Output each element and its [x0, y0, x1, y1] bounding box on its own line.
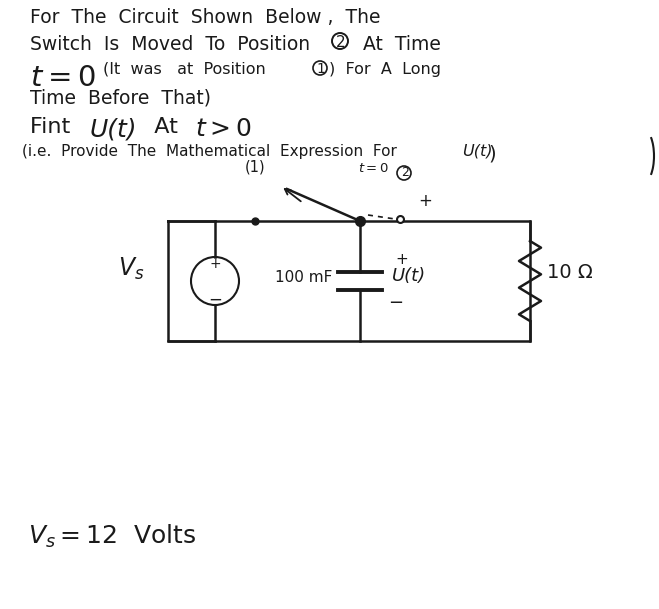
- Text: U(t): U(t): [90, 117, 138, 141]
- Text: $t > 0$: $t > 0$: [195, 117, 252, 141]
- Text: (i.e.  Provide  The  Mathematical  Expression  For: (i.e. Provide The Mathematical Expressio…: [22, 144, 397, 159]
- Text: At: At: [140, 117, 192, 137]
- Text: 2: 2: [336, 35, 345, 50]
- Text: ): ): [488, 144, 496, 163]
- Text: )  For  A  Long: ) For A Long: [329, 62, 441, 77]
- Text: U(t): U(t): [462, 144, 492, 159]
- Text: At  Time: At Time: [351, 35, 441, 54]
- Text: −: −: [208, 291, 222, 309]
- Text: −: −: [388, 294, 403, 312]
- Text: 1: 1: [316, 62, 325, 76]
- Text: $t = 0$: $t = 0$: [30, 64, 96, 92]
- Text: Switch  Is  Moved  To  Position: Switch Is Moved To Position: [30, 35, 322, 54]
- Text: $V_s = 12$  Volts: $V_s = 12$ Volts: [28, 523, 196, 549]
- Text: Fint: Fint: [30, 117, 84, 137]
- Text: 10 Ω: 10 Ω: [547, 264, 592, 283]
- Text: +: +: [209, 257, 221, 271]
- Text: (It  was   at  Position: (It was at Position: [103, 62, 271, 77]
- Text: $V_s$: $V_s$: [118, 256, 144, 282]
- Text: For  The  Circuit  Shown  Below ,  The: For The Circuit Shown Below , The: [30, 8, 380, 27]
- Text: (1): (1): [244, 160, 266, 175]
- Text: Time  Before  That): Time Before That): [30, 89, 211, 108]
- Text: +: +: [395, 252, 408, 267]
- Text: 100 mF: 100 mF: [275, 270, 332, 284]
- Text: 2: 2: [401, 166, 409, 179]
- Text: $t{=}0$: $t{=}0$: [358, 162, 389, 175]
- Text: +: +: [418, 192, 432, 210]
- Text: U(t): U(t): [392, 267, 426, 285]
